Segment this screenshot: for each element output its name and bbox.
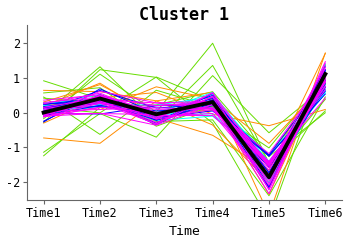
Title: Cluster 1: Cluster 1 [139,6,230,24]
X-axis label: Time: Time [168,225,200,238]
